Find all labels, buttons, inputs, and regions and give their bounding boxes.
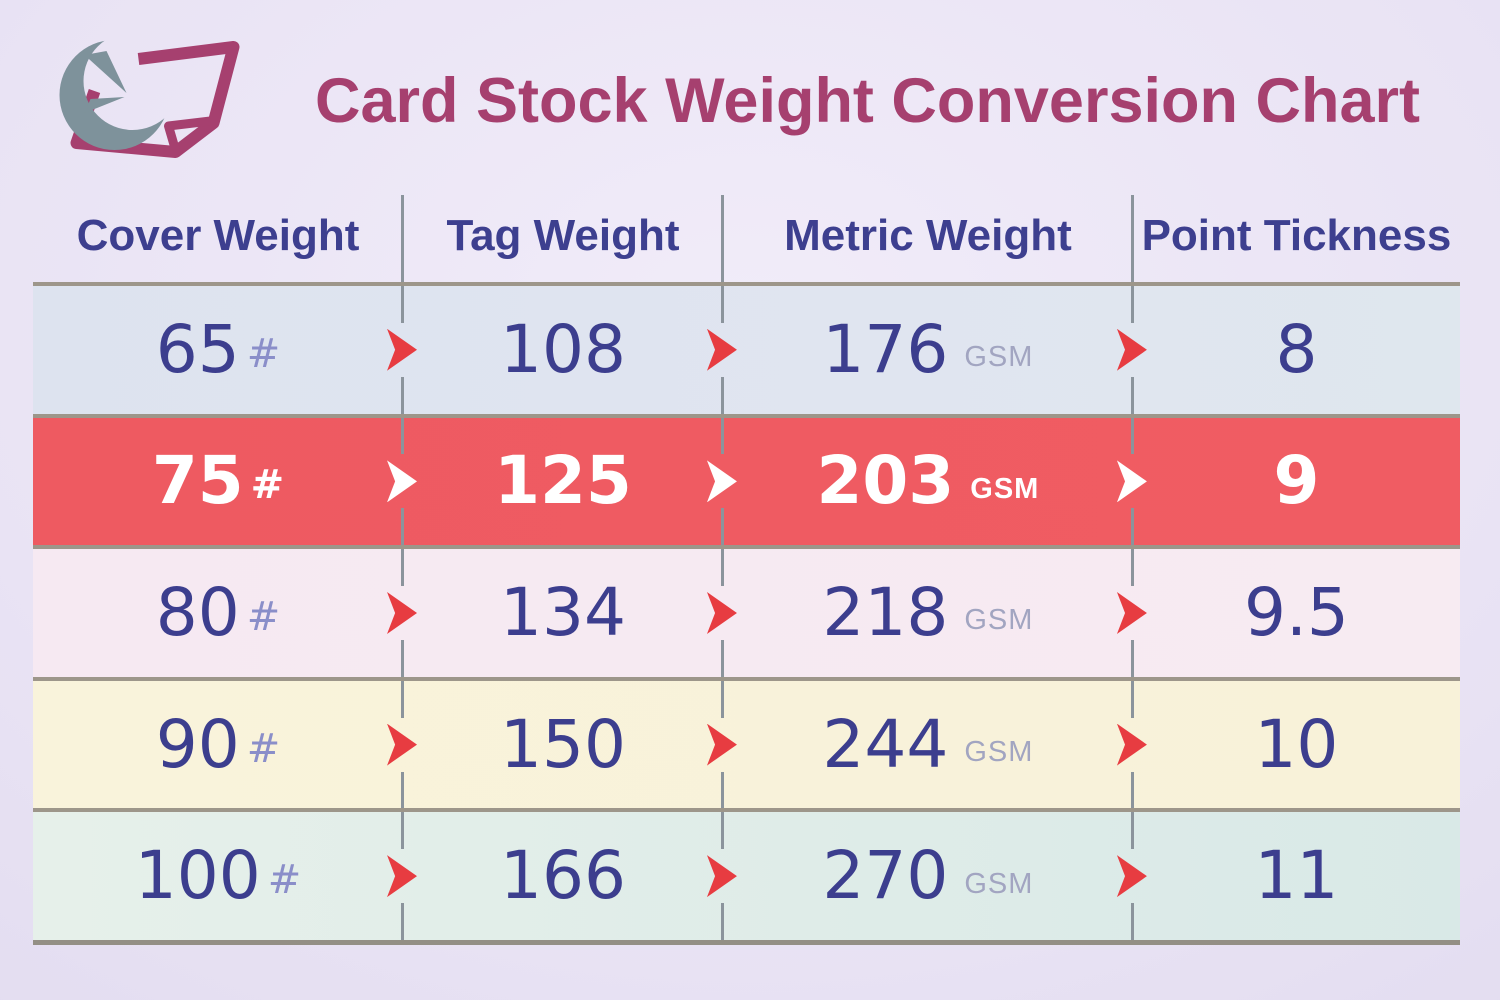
- gsm-unit-label: GSM: [964, 341, 1034, 374]
- clock-and-paper-logo-icon: [59, 40, 240, 158]
- conversion-table: Cover Weight Tag Weight Metric Weight Po…: [33, 190, 1460, 945]
- point-tickness-value: 10: [1254, 705, 1339, 783]
- tag-weight-cell: 166: [403, 812, 723, 940]
- tag-weight-cell: 134: [403, 549, 723, 677]
- column-header-tag-weight: Tag Weight: [446, 211, 680, 260]
- metric-weight-value: 218: [822, 573, 949, 651]
- table-row: 80 # 134 218 GSM 9.5: [33, 545, 1460, 677]
- tag-weight-value: 108: [499, 310, 626, 388]
- cover-weight-cell: 80 #: [33, 549, 403, 677]
- cover-weight-cell: 90 #: [33, 681, 403, 809]
- page-title: Card Stock Weight Conversion Chart: [315, 66, 1420, 136]
- metric-weight-cell: 176 GSM: [723, 286, 1133, 414]
- table-header-row: Cover Weight Tag Weight Metric Weight Po…: [33, 190, 1460, 282]
- table-row: 100 # 166 270 GSM 11: [33, 808, 1460, 945]
- table-row-highlighted: 75 # 125 203 GSM 9: [33, 413, 1460, 546]
- point-tickness-value: 9: [1273, 442, 1320, 520]
- header: Card Stock Weight Conversion Chart: [0, 22, 1500, 180]
- paper-fold-icon: [164, 116, 212, 152]
- cover-weight-cell: 100 #: [33, 812, 403, 940]
- pound-suffix: #: [246, 725, 281, 772]
- cover-weight-value: 100: [134, 837, 261, 915]
- tag-weight-value: 134: [499, 573, 626, 651]
- clock-hand-icon: [84, 97, 125, 113]
- cover-weight-value: 90: [155, 705, 240, 783]
- pound-suffix: #: [267, 857, 302, 904]
- metric-weight-value: 203: [816, 442, 955, 520]
- point-tickness-cell: 11: [1133, 812, 1460, 940]
- pound-suffix: #: [246, 593, 281, 640]
- cover-weight-cell: 65 #: [33, 286, 403, 414]
- table-row: 90 # 150 244 GSM 10: [33, 676, 1460, 809]
- point-tickness-cell: 8: [1133, 286, 1460, 414]
- tag-weight-cell: 108: [403, 286, 723, 414]
- column-separator: [401, 195, 405, 282]
- point-tickness-cell: 9: [1133, 418, 1460, 546]
- tag-weight-cell: 150: [403, 681, 723, 809]
- gsm-unit-label: GSM: [970, 472, 1040, 505]
- column-header-point-tickness: Point Tickness: [1141, 211, 1452, 260]
- cover-weight-value: 75: [151, 442, 244, 520]
- gsm-unit-label: GSM: [964, 604, 1034, 637]
- cover-weight-cell: 75 #: [33, 418, 403, 546]
- point-tickness-value: 11: [1254, 837, 1339, 915]
- metric-weight-value: 176: [822, 310, 949, 388]
- gsm-unit-label: GSM: [964, 867, 1034, 900]
- clock-hand-icon: [84, 51, 127, 93]
- point-tickness-cell: 9.5: [1133, 549, 1460, 677]
- metric-weight-value: 270: [822, 837, 949, 915]
- metric-weight-cell: 244 GSM: [723, 681, 1133, 809]
- metric-weight-cell: 218 GSM: [723, 549, 1133, 677]
- column-header-metric-weight: Metric Weight: [784, 211, 1072, 260]
- metric-weight-value: 244: [822, 705, 949, 783]
- clock-icon: [59, 40, 170, 150]
- table-row: 65 # 108 176 GSM 8: [33, 282, 1460, 414]
- tag-weight-value: 150: [499, 705, 626, 783]
- cover-weight-value: 65: [155, 310, 240, 388]
- point-tickness-value: 8: [1275, 310, 1318, 388]
- column-separator: [720, 195, 724, 282]
- point-tickness-value: 9.5: [1243, 573, 1349, 651]
- tag-weight-cell: 125: [403, 418, 723, 546]
- metric-weight-cell: 203 GSM: [723, 418, 1133, 546]
- gsm-unit-label: GSM: [964, 736, 1034, 769]
- column-separator: [1130, 195, 1134, 282]
- cover-weight-value: 80: [155, 573, 240, 651]
- column-header-cover-weight: Cover Weight: [76, 211, 360, 260]
- tag-weight-value: 125: [494, 442, 632, 520]
- metric-weight-cell: 270 GSM: [723, 812, 1133, 940]
- tag-weight-value: 166: [499, 837, 626, 915]
- point-tickness-cell: 10: [1133, 681, 1460, 809]
- pound-suffix: #: [250, 462, 285, 509]
- pound-suffix: #: [246, 330, 281, 377]
